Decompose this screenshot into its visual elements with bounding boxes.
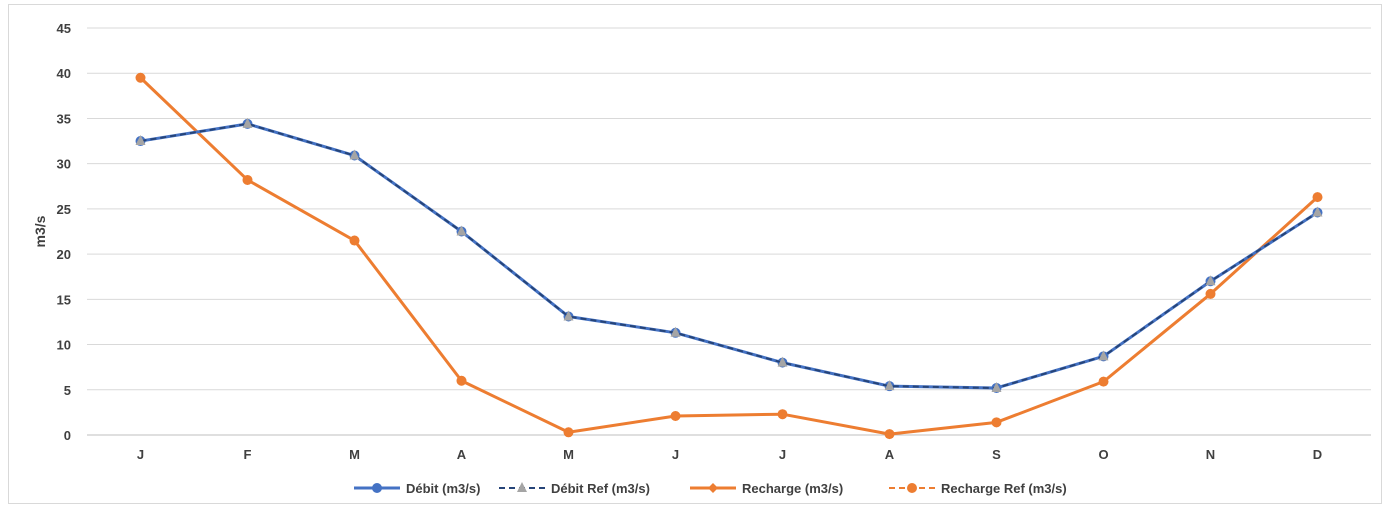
data-point	[777, 356, 788, 367]
legend-label: Débit (m3/s)	[406, 481, 480, 496]
data-point	[456, 375, 467, 386]
data-point	[1312, 192, 1323, 203]
data-point	[135, 135, 146, 146]
y-tick-label: 20	[57, 247, 71, 262]
y-tick-label: 10	[57, 338, 71, 353]
x-tick-label: A	[457, 447, 467, 462]
y-tick-label: 5	[64, 383, 71, 398]
x-tick-label: J	[137, 447, 144, 462]
data-point	[1312, 206, 1323, 217]
data-point	[991, 417, 1002, 428]
y-tick-label: 35	[57, 111, 71, 126]
legend-item: Recharge (m3/s)	[690, 481, 843, 496]
data-point	[884, 380, 895, 391]
y-tick-label: 40	[57, 66, 71, 81]
x-tick-label: F	[244, 447, 252, 462]
legend-item: Débit Ref (m3/s)	[499, 481, 650, 496]
x-tick-label: S	[992, 447, 1001, 462]
legend-marker	[372, 483, 382, 493]
legend-label: Recharge Ref (m3/s)	[941, 481, 1067, 496]
series-line	[140, 122, 1319, 389]
y-axis-ticks: 0 5 10 15 20 25 30 35 40 45	[57, 21, 71, 443]
data-point	[991, 381, 1002, 392]
data-point	[563, 427, 574, 438]
x-tick-label: O	[1098, 447, 1108, 462]
series-line	[139, 76, 1319, 436]
y-axis-label: m3/s	[32, 215, 48, 247]
line-chart: 0 5 10 15 20 25 30 35 40 45 J F M A M J J A S O N D m3/s Déb…	[32, 21, 1371, 496]
data-point	[242, 117, 253, 128]
legend-label: Recharge (m3/s)	[742, 481, 843, 496]
series-line	[139, 77, 1319, 436]
data-point	[777, 409, 788, 420]
data-point	[1098, 376, 1109, 387]
data-point	[242, 174, 253, 185]
data-point	[670, 326, 681, 337]
y-tick-label: 15	[57, 292, 71, 307]
chart-frame: 0 5 10 15 20 25 30 35 40 45 J F M A M J J A S O N D m3/s Déb…	[8, 4, 1382, 504]
y-tick-label: 0	[64, 428, 71, 443]
series-3	[135, 72, 1323, 440]
gridlines	[87, 27, 1371, 436]
legend-marker	[517, 482, 527, 492]
legend-item: Recharge Ref (m3/s)	[889, 481, 1067, 496]
series-0	[135, 118, 1323, 393]
x-tick-label: M	[563, 447, 574, 462]
x-tick-label: J	[672, 447, 679, 462]
series-2	[135, 72, 1323, 440]
y-tick-label: 45	[57, 21, 71, 36]
series-group	[135, 72, 1323, 440]
data-point	[135, 72, 146, 83]
data-point	[884, 429, 895, 440]
data-point	[1098, 350, 1109, 361]
x-tick-label: J	[779, 447, 786, 462]
data-point	[456, 225, 467, 236]
series-1	[135, 117, 1323, 392]
legend: Débit (m3/s) Débit Ref (m3/s) Recharge (m3…	[354, 481, 1067, 496]
data-point	[1205, 275, 1216, 286]
y-tick-label: 30	[57, 157, 71, 172]
data-point	[349, 235, 360, 246]
data-point	[670, 411, 681, 422]
x-tick-label: N	[1206, 447, 1215, 462]
legend-label: Débit Ref (m3/s)	[551, 481, 650, 496]
x-tick-label: A	[885, 447, 895, 462]
legend-marker	[708, 483, 718, 493]
x-tick-label: M	[349, 447, 360, 462]
data-point	[563, 310, 574, 321]
legend-marker	[907, 483, 917, 493]
data-point	[1205, 288, 1216, 299]
data-point	[349, 149, 360, 160]
y-tick-label: 25	[57, 202, 71, 217]
x-tick-label: D	[1313, 447, 1322, 462]
legend-item: Débit (m3/s)	[354, 481, 480, 496]
